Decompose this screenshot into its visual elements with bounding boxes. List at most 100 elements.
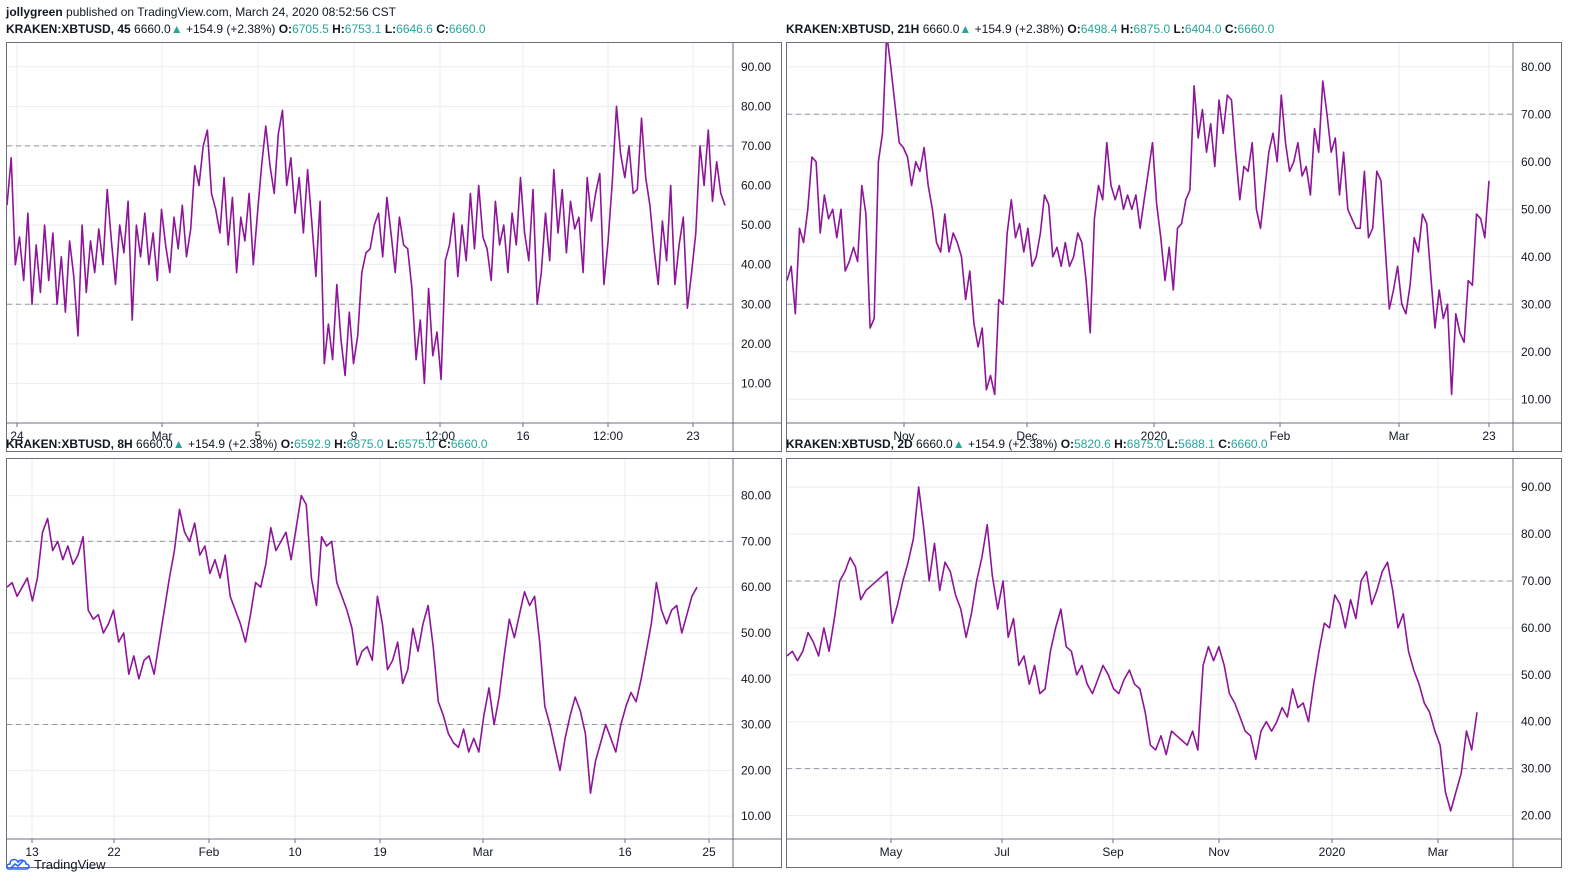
y-tick-label: 70.00: [741, 139, 771, 153]
l-value: 6404.0: [1184, 22, 1222, 36]
up-arrow-icon: ▲: [170, 22, 183, 36]
x-tick-label: Mar: [1389, 429, 1410, 443]
c-value: 6660.0: [1230, 437, 1268, 451]
y-tick-label: 10.00: [1521, 392, 1551, 406]
chart-panel[interactable]: KRAKEN:XBTUSD, 2D 6660.0▲ +154.9 (+2.38%…: [786, 437, 1562, 868]
y-tick-label: 60.00: [1521, 155, 1551, 169]
h-label: H:: [332, 22, 345, 36]
y-tick-label: 10.00: [741, 809, 771, 823]
symbol-label[interactable]: KRAKEN:XBTUSD, 8H: [6, 437, 133, 451]
x-tick-label: Feb: [1270, 429, 1291, 443]
up-arrow-icon: ▲: [959, 22, 972, 36]
series-line: [7, 105, 726, 385]
up-arrow-icon: ▲: [172, 437, 185, 451]
symbol-label[interactable]: KRAKEN:XBTUSD, 21H: [786, 22, 920, 36]
last-price: 6660.0: [134, 22, 171, 36]
tradingview-footer[interactable]: TradingView: [6, 856, 106, 873]
y-tick-label: 20.00: [741, 763, 771, 777]
price-oscillator-chart[interactable]: 90.00 80.00 70.00 60.00 50.00 40.00 30.00 20.00…: [7, 43, 781, 451]
chart-header: KRAKEN:XBTUSD, 2D 6660.0▲ +154.9 (+2.38%…: [786, 437, 1268, 451]
y-tick-label: 10.00: [741, 376, 771, 390]
l-value: 6575.0: [398, 437, 435, 451]
chart-header: KRAKEN:XBTUSD, 8H 6660.0▲ +154.9 (+2.38%…: [6, 437, 488, 451]
l-label: L:: [384, 22, 397, 36]
x-tick-label: 9: [351, 429, 358, 443]
x-tick-label: 13: [25, 845, 39, 859]
last-price: 6660.0: [136, 437, 173, 451]
y-tick-label: 80.00: [741, 489, 771, 503]
y-tick-label: 40.00: [741, 672, 771, 686]
c-label: C:: [1218, 437, 1231, 451]
y-tick-label: 80.00: [1521, 527, 1551, 541]
y-tick-label: 20.00: [1521, 809, 1551, 823]
price-oscillator-chart[interactable]: 80.00 70.00 60.00 50.00 40.00 30.00 20.00 10.00…: [7, 459, 781, 867]
tradingview-brand: TradingView: [34, 857, 106, 872]
x-tick-label: Feb: [199, 845, 220, 859]
h-value: 6753.1: [344, 22, 382, 36]
h-value: 6875.0: [346, 437, 384, 451]
y-tick-label: 50.00: [1521, 668, 1551, 682]
chart-area[interactable]: 80.00 70.00 60.00 50.00 40.00 30.00 20.00 10.00…: [786, 42, 1562, 452]
y-tick-label: 30.00: [1521, 297, 1551, 311]
y-tick-label: 60.00: [741, 580, 771, 594]
c-label: C:: [1224, 22, 1238, 36]
chart-header: KRAKEN:XBTUSD, 45 6660.0▲ +154.9 (+2.38%…: [6, 22, 486, 36]
price-oscillator-chart[interactable]: 80.00 70.00 60.00 50.00 40.00 30.00 20.00 10.00…: [787, 43, 1561, 451]
l-value: 5688.1: [1178, 437, 1215, 451]
chart-panel[interactable]: KRAKEN:XBTUSD, 21H 6660.0▲ +154.9 (+2.38…: [786, 22, 1562, 452]
series-line: [787, 486, 1478, 812]
x-tick-label: 16: [618, 845, 632, 859]
series-line: [7, 494, 698, 795]
chart-panel[interactable]: KRAKEN:XBTUSD, 8H 6660.0▲ +154.9 (+2.38%…: [6, 437, 782, 868]
y-tick-label: 40.00: [1521, 715, 1551, 729]
o-value: 5820.6: [1074, 437, 1111, 451]
x-tick-label: Nov: [893, 429, 914, 443]
h-label: H:: [1114, 437, 1127, 451]
x-tick-label: Mar: [473, 845, 494, 859]
o-label: O:: [1060, 437, 1075, 451]
chart-area[interactable]: 90.00 80.00 70.00 60.00 50.00 40.00 30.00 20.00…: [786, 458, 1562, 868]
x-tick-label: 10: [288, 845, 302, 859]
x-tick-label: 2020: [1141, 429, 1168, 443]
x-tick-label: 25: [702, 845, 716, 859]
y-tick-label: 50.00: [741, 626, 771, 640]
x-tick-label: Mar: [152, 429, 173, 443]
up-arrow-icon: ▲: [952, 437, 965, 451]
price-oscillator-chart[interactable]: 90.00 80.00 70.00 60.00 50.00 40.00 30.00 20.00…: [787, 459, 1561, 867]
x-tick-label: Mar: [1428, 845, 1449, 859]
x-tick-label: 5: [255, 429, 262, 443]
l-value: 6646.6: [396, 22, 433, 36]
x-tick-label: Sep: [1102, 845, 1124, 859]
symbol-label[interactable]: KRAKEN:XBTUSD, 2D: [786, 437, 913, 451]
x-tick-label: 24: [10, 429, 24, 443]
author-name[interactable]: jollygreen: [6, 5, 63, 19]
o-value: 6498.4: [1080, 22, 1118, 36]
o-value: 6705.5: [292, 22, 329, 36]
o-label: O:: [280, 437, 295, 451]
y-tick-label: 60.00: [1521, 621, 1551, 635]
l-label: L:: [386, 437, 399, 451]
y-tick-label: 30.00: [741, 718, 771, 732]
l-label: L:: [1166, 437, 1179, 451]
x-tick-label: 12:00: [593, 429, 623, 443]
y-tick-label: 20.00: [741, 337, 771, 351]
price-change: +154.9 (+2.38%): [967, 437, 1058, 451]
y-tick-label: 90.00: [741, 60, 771, 74]
symbol-label[interactable]: KRAKEN:XBTUSD, 45: [6, 22, 131, 36]
x-tick-label: Dec: [1016, 429, 1037, 443]
last-price: 6660.0: [916, 437, 953, 451]
chart-header: KRAKEN:XBTUSD, 21H 6660.0▲ +154.9 (+2.38…: [786, 22, 1274, 36]
chart-area[interactable]: 90.00 80.00 70.00 60.00 50.00 40.00 30.00 20.00…: [6, 42, 782, 452]
y-tick-label: 70.00: [741, 534, 771, 548]
h-value: 6875.0: [1133, 22, 1171, 36]
chart-area[interactable]: 80.00 70.00 60.00 50.00 40.00 30.00 20.00 10.00…: [6, 458, 782, 868]
y-tick-label: 90.00: [1521, 480, 1551, 494]
price-change: +154.9 (+2.38%): [185, 22, 276, 36]
chart-panel[interactable]: KRAKEN:XBTUSD, 45 6660.0▲ +154.9 (+2.38%…: [6, 22, 782, 452]
c-label: C:: [438, 437, 451, 451]
h-label: H:: [1120, 22, 1134, 36]
publish-info: jollygreen published on TradingView.com,…: [6, 5, 396, 19]
c-value: 6660.0: [1237, 22, 1275, 36]
o-label: O:: [1067, 22, 1081, 36]
l-label: L:: [1173, 22, 1185, 36]
